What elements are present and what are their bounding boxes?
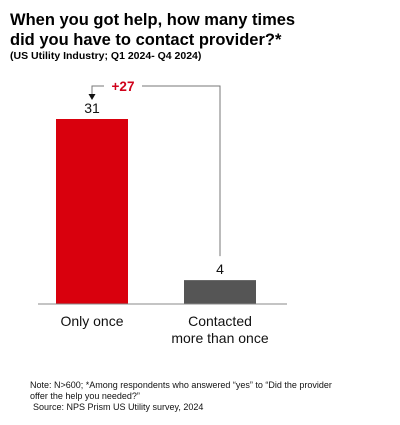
category-label: Contacted xyxy=(188,313,252,329)
arrow-down-icon xyxy=(88,94,96,100)
source-note: Source: NPS Prism US Utility survey, 202… xyxy=(33,402,204,412)
value-label: 4 xyxy=(216,261,224,277)
category-label: more than once xyxy=(171,330,268,346)
title-line-2: did you have to contact provider?* xyxy=(10,31,282,49)
value-label: 31 xyxy=(84,100,100,116)
bar-more-than-once xyxy=(184,280,256,304)
title-line-1: When you got help, how many times xyxy=(10,11,296,29)
difference-annotation: +27 xyxy=(88,79,221,257)
chart-subtitle: (US Utility Industry; Q1 2024- Q4 2024) xyxy=(10,50,202,62)
difference-label: +27 xyxy=(112,79,135,94)
footnote-line-2: offer the help you needed?” xyxy=(30,391,140,401)
chart-title: When you got help, how many times did yo… xyxy=(10,10,395,50)
category-label: Only once xyxy=(60,313,123,329)
footnote-line-1: Note: N>600; *Among respondents who answ… xyxy=(30,380,332,390)
bar-only-once xyxy=(56,119,128,304)
footnote: Note: N>600; *Among respondents who answ… xyxy=(30,380,395,413)
difference-bracket xyxy=(91,85,221,257)
